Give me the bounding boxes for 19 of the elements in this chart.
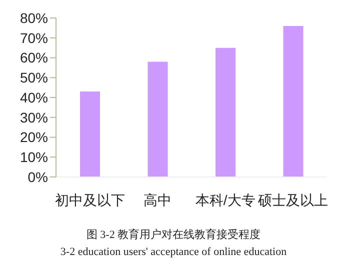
y-tick-label: 70% [20,30,48,46]
y-tick-label: 60% [20,50,48,66]
x-tick-label: 硕士及以上 [257,192,328,208]
y-tick-label: 0% [28,168,48,185]
y-tick-label: 30% [20,109,48,126]
bar [80,92,100,177]
x-tick-label: 本科/大专 [195,192,256,208]
x-tick-label: 初中及以下 [54,192,125,208]
y-tick-label: 20% [20,129,48,146]
x-tick-label: 高中 [144,192,172,208]
y-tick-label: 50% [20,70,48,86]
bar [216,48,236,177]
y-tick-label: 80% [20,10,48,26]
y-tick-label: 40% [20,89,48,106]
text: 3-2 education users' acceptance of online education [59,245,288,260]
bar [283,26,304,177]
caption: 图 3-2 教育用户对在线教育接受程度 [85,228,262,243]
bar [148,62,168,177]
y-tick-label: 10% [20,149,48,166]
